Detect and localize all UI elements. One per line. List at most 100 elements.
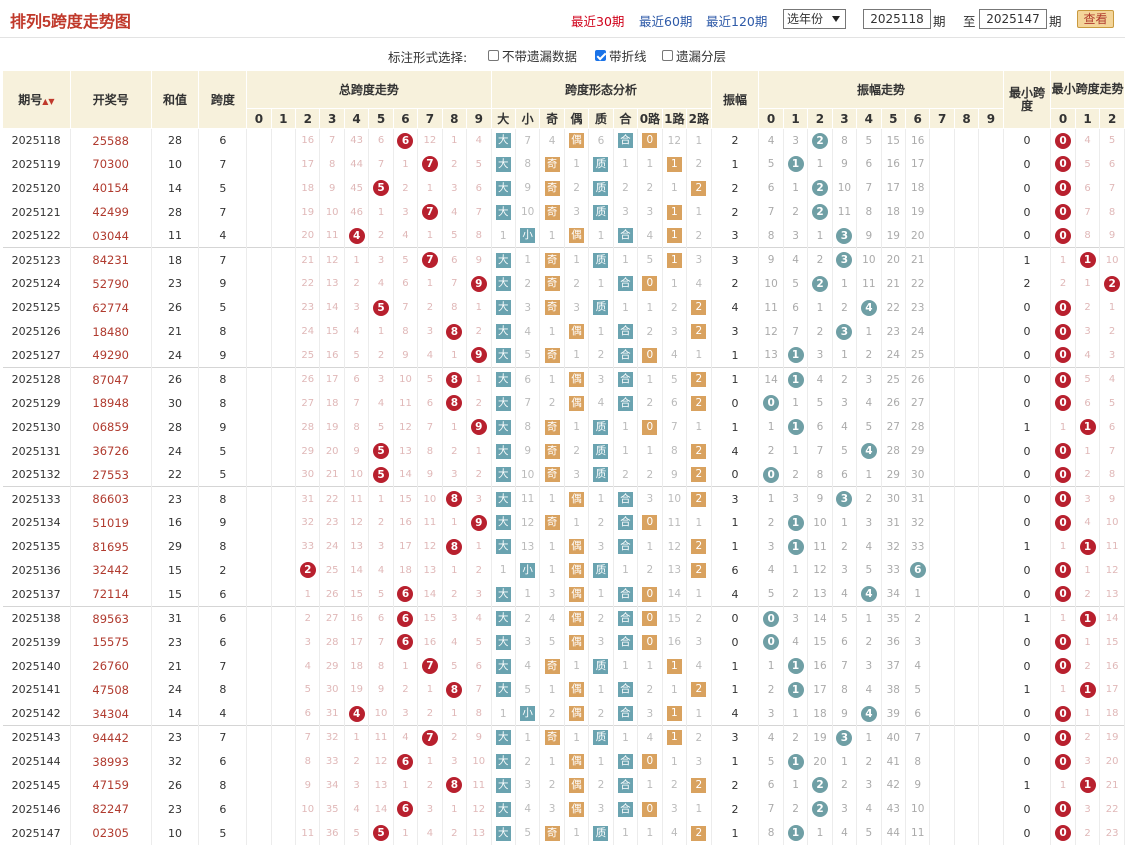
form-hit-mark: 0: [642, 634, 658, 650]
amp-trend-cell: 3: [832, 797, 858, 822]
sort-icon[interactable]: ▲▼: [42, 97, 55, 106]
amp-trend-cell: [954, 725, 980, 750]
omission-value: 16: [667, 636, 682, 649]
omission-value: 28: [911, 421, 925, 434]
span-hit-ball: 9: [470, 514, 487, 531]
option-with-line[interactable]: 带折线: [595, 46, 647, 65]
form-hit-mark: 质: [593, 204, 609, 220]
omission-value: 9: [377, 684, 385, 696]
option-no-omission-checkbox[interactable]: [488, 50, 499, 61]
amp-trend-cell: 1: [807, 821, 833, 846]
min-span-cell: 0: [1002, 486, 1052, 511]
min-span-hit-ball: 0: [1055, 395, 1072, 412]
span-trend-cell: 1: [466, 366, 492, 392]
omission-value: 1: [548, 229, 556, 242]
amp-trend-cell: 2: [856, 486, 882, 511]
span-trend-cell: 1: [344, 725, 370, 750]
option-with-line-checkbox[interactable]: [595, 50, 606, 61]
form-cell: 2: [588, 605, 614, 631]
period-30-link[interactable]: 最近30期: [571, 14, 625, 29]
table-row: 2025131 36726 24 5 29 20 9 5 13 8 2 1 大 9 奇 2 质 1 1 8 2 4 2 1 7 5…: [2, 439, 1125, 463]
omission-value: 9: [304, 779, 311, 791]
span-trend-cell: 5: [368, 415, 394, 440]
form-hit-mark: 大: [495, 419, 511, 435]
omission-value: 1: [597, 683, 605, 696]
period-120-link[interactable]: 最近120期: [706, 14, 768, 29]
from-period-suffix: 期: [933, 14, 946, 29]
form-cell: 1: [564, 654, 590, 678]
amp-hit-ball: 2: [811, 275, 828, 292]
amp-trend-cell: 4: [832, 582, 858, 607]
query-button[interactable]: 查看: [1077, 10, 1114, 28]
amp-trend-cell: 9: [807, 486, 833, 511]
omission-value: 2: [1059, 278, 1067, 290]
span-trend-cell: 2: [295, 605, 321, 631]
form-cell: 大: [490, 749, 516, 774]
option-no-omission[interactable]: 不带遗漏数据: [488, 46, 577, 65]
omission-value: 13: [399, 445, 412, 457]
form-cell: 1: [588, 319, 614, 344]
amp-trend-cell: 0: [758, 462, 784, 487]
period-60-link[interactable]: 最近60期: [639, 14, 693, 29]
form-cell: 1: [662, 654, 688, 678]
span-trend-cell: 10: [344, 462, 370, 487]
span-trend-cell: 8: [442, 534, 468, 559]
form-hit-mark: 2: [691, 324, 707, 340]
form-cell: 1: [613, 725, 639, 750]
omission-value: 28: [886, 445, 900, 458]
span-hit-ball: 6: [397, 132, 414, 149]
to-issue-input[interactable]: 2025147: [979, 9, 1047, 29]
amp-trend-cell: 7: [758, 200, 784, 225]
omission-value: 1: [792, 779, 799, 792]
amp-trend-cell: [978, 749, 1004, 774]
amp-trend-cell: 4: [856, 534, 882, 559]
amp-trend-cell: 6: [832, 630, 858, 655]
span-trend-cell: 8: [442, 295, 468, 320]
span-trend-cell: 28: [319, 630, 345, 655]
amp-trend-cell: [929, 797, 955, 822]
amp-cell: 2: [710, 797, 760, 822]
form-cell: 4: [662, 821, 688, 846]
form-hit-mark: 合: [617, 777, 633, 793]
option-layered[interactable]: 遗漏分层: [662, 46, 726, 65]
omission-value: 5: [1108, 135, 1116, 147]
amp-trend-cell: 4: [783, 630, 809, 655]
draw-number-cell: 81695: [70, 534, 152, 559]
span-digit-header: 6: [392, 108, 419, 129]
option-layered-checkbox[interactable]: [662, 50, 673, 61]
omission-value: 1: [622, 660, 629, 673]
omission-value: 1: [816, 229, 824, 242]
col-issue[interactable]: 期号▲▼: [2, 70, 71, 129]
omission-value: 29: [911, 445, 925, 458]
omission-value: 5: [841, 612, 848, 625]
omission-value: 22: [886, 301, 900, 314]
omission-value: 1: [841, 516, 848, 529]
omission-value: 8: [475, 230, 482, 242]
omission-value: 9: [767, 254, 775, 267]
amp-cell: 1: [710, 152, 760, 177]
amp-trend-cell: 0: [758, 391, 784, 416]
issue-cell: 2025139: [2, 630, 71, 655]
amp-trend-cell: 2: [856, 749, 882, 774]
min-span-trend-cell: 10: [1099, 510, 1125, 535]
span-trend-cell: 6: [368, 605, 394, 631]
span-trend-cell: 19: [344, 677, 370, 702]
amp-trend-cell: [978, 510, 1004, 535]
omission-value: 1: [1084, 564, 1091, 576]
omission-value: 2: [573, 445, 580, 458]
omission-value: 6: [304, 708, 311, 720]
min-span-trend-cell: 2: [1099, 319, 1125, 344]
form-cell: 合: [613, 128, 639, 153]
omission-value: 5: [548, 636, 556, 649]
span-cell: 5: [198, 462, 248, 487]
form-cell: 奇: [539, 654, 565, 678]
span-cell: 4: [198, 701, 248, 726]
amp-cell: 0: [710, 630, 760, 655]
amp-trend-cell: [954, 319, 980, 344]
omission-value: 4: [767, 731, 775, 744]
from-issue-input[interactable]: 2025118: [863, 9, 931, 29]
min-span-hit-ball: 0: [1055, 323, 1072, 340]
omission-value: 2: [1084, 469, 1091, 481]
form-cell: 大: [490, 415, 516, 440]
year-select[interactable]: 选年份: [783, 9, 846, 29]
